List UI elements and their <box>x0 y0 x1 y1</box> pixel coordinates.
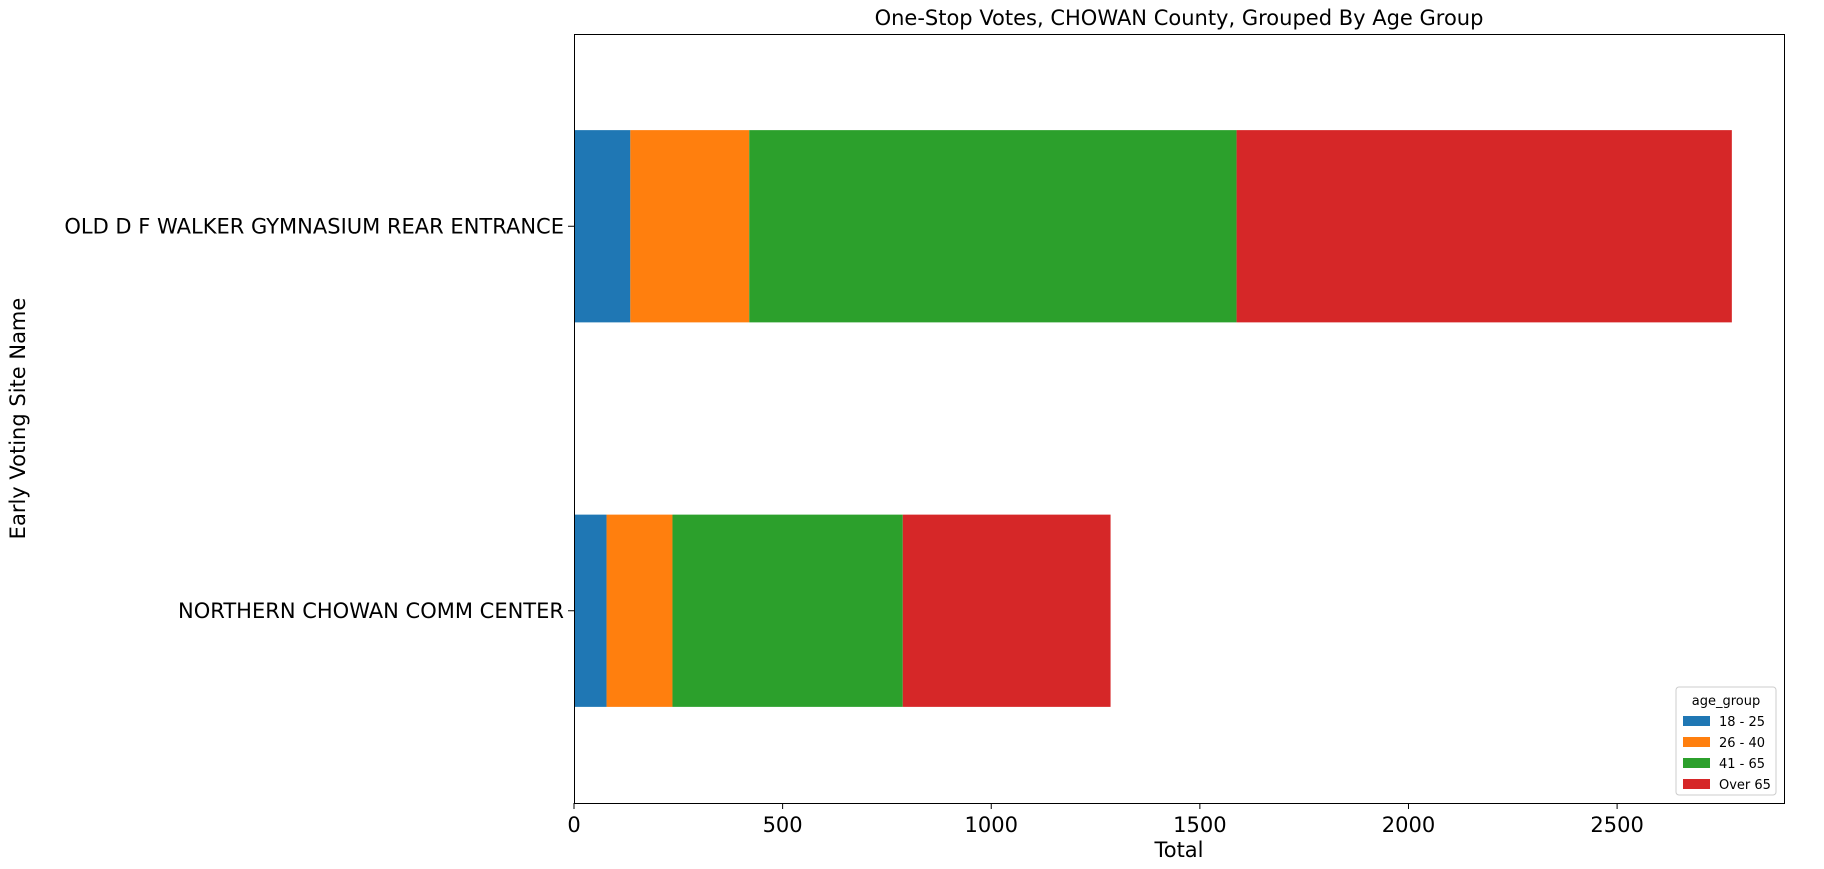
plot-frame <box>574 34 1785 804</box>
y-axis-label: Early Voting Site Name <box>6 298 30 540</box>
bars-layer <box>574 130 1732 707</box>
legend-swatch <box>1683 779 1710 789</box>
x-tick-label: 2000 <box>1382 813 1435 837</box>
x-tick-label: 1000 <box>965 813 1018 837</box>
x-tick-label: 1500 <box>1173 813 1226 837</box>
bar-2-series-2 <box>606 514 673 707</box>
legend-title: age_group <box>1692 694 1760 709</box>
ticks-layer: OLD D F WALKER GYMNASIUM REAR ENTRANCE NO… <box>64 214 1643 837</box>
y-tick-label: OLD D F WALKER GYMNASIUM REAR ENTRANCE <box>64 214 564 238</box>
legend-entry-label: Over 65 <box>1719 778 1771 793</box>
x-tick-label: 500 <box>763 813 803 837</box>
legend-entry-label: 26 - 40 <box>1719 736 1765 751</box>
legend-swatch <box>1683 716 1710 726</box>
legend-swatch <box>1683 737 1710 747</box>
bar-2-series-1 <box>574 514 607 707</box>
bar-1-series-3 <box>749 130 1237 323</box>
bar-1-series-1 <box>574 130 631 323</box>
legend-swatch <box>1683 758 1710 768</box>
bar-1-series-4 <box>1236 130 1732 323</box>
legend-entry-label: 18 - 25 <box>1719 715 1765 730</box>
x-tick-label: 0 <box>567 813 580 837</box>
legend-entry-label: 41 - 65 <box>1719 757 1765 772</box>
bar-2-series-3 <box>672 514 903 707</box>
x-axis-label: Total <box>1153 838 1203 862</box>
legend: age_group 18 - 25 26 - 40 41 - 65 Over 65 <box>1675 686 1777 796</box>
bar-1-series-2 <box>630 130 750 323</box>
y-tick-label: NORTHERN CHOWAN COMM CENTER <box>178 599 564 623</box>
chart-title: One-Stop Votes, CHOWAN County, Grouped B… <box>875 6 1484 30</box>
x-tick-label: 2500 <box>1590 813 1643 837</box>
bar-2-series-4 <box>902 514 1111 707</box>
